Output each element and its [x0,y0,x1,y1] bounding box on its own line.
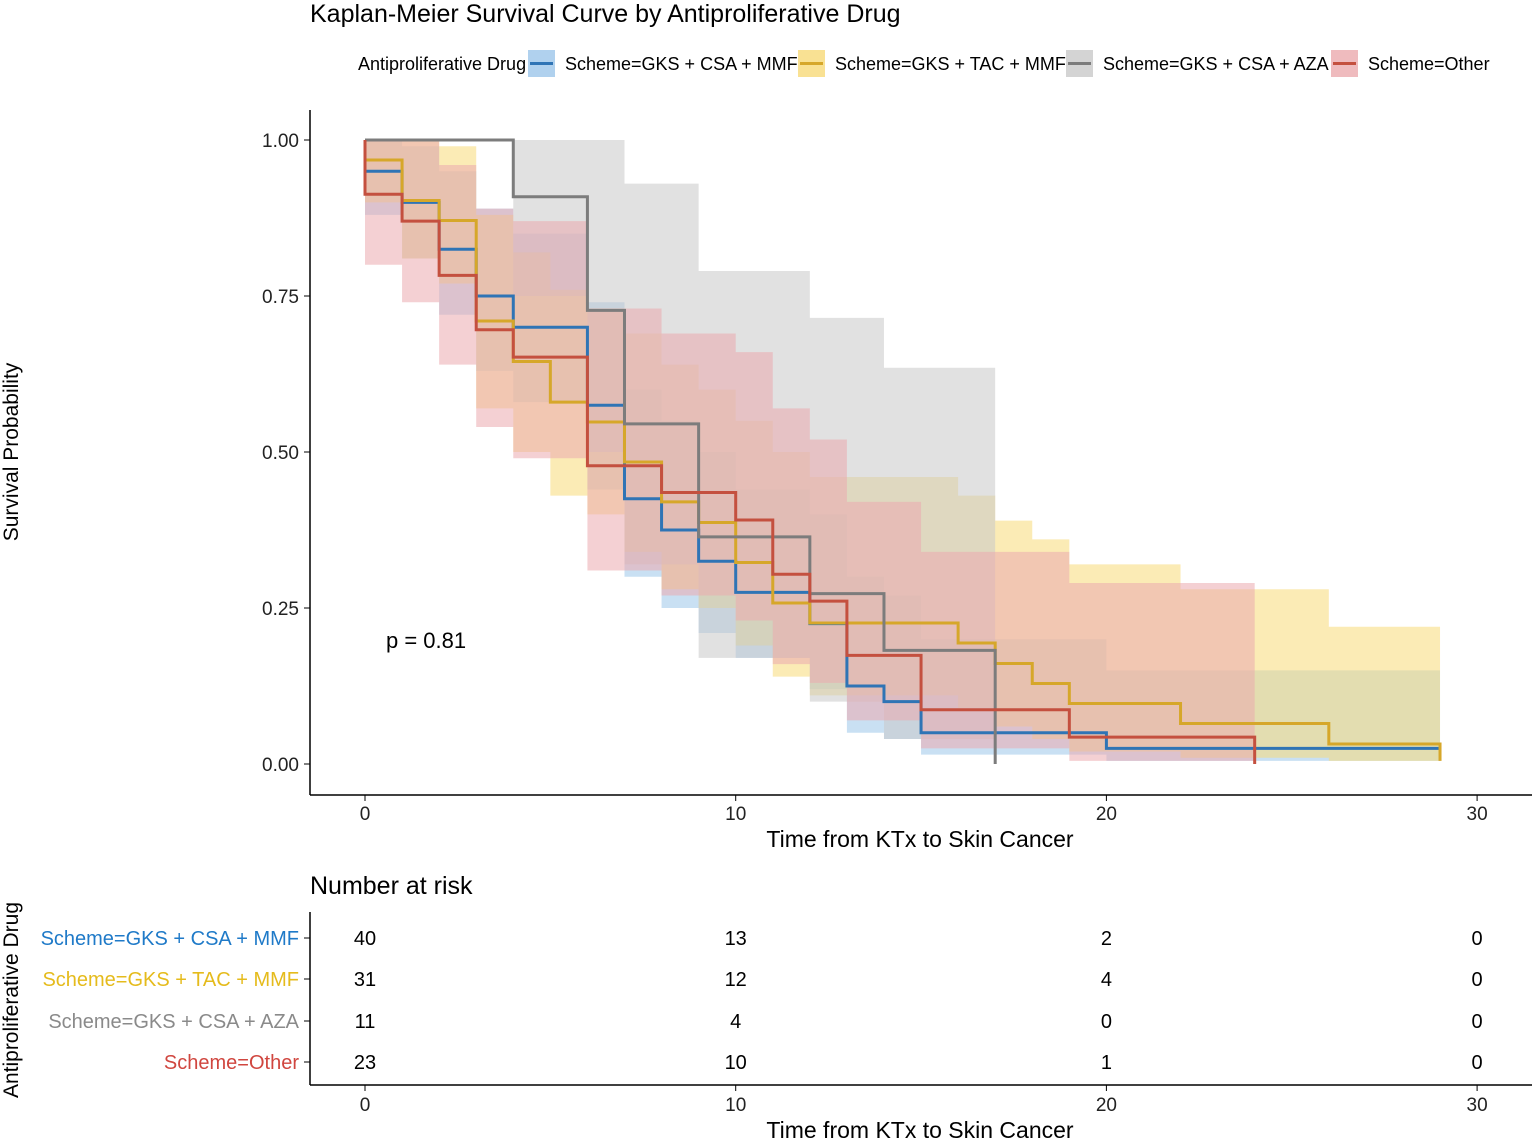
survival-curves [363,138,1442,764]
risk-count: 2 [1101,928,1112,950]
confidence-bands [365,140,1441,764]
risk-x-tick-label: 30 [1467,1095,1488,1116]
p-value-annotation: p = 0.81 [386,628,466,653]
risk-count: 4 [730,1011,741,1033]
legend-label: Scheme=GKS + CSA + AZA [1103,54,1329,74]
risk-count: 0 [1472,1052,1483,1074]
risk-x-tick-label: 20 [1096,1095,1117,1116]
risk-x-tick-label: 10 [725,1095,746,1116]
confidence-band [365,140,1255,764]
legend-label: Scheme=Other [1368,54,1490,74]
x-tick-label: 30 [1467,804,1488,825]
risk-count: 12 [725,969,747,991]
risk-row-label: Scheme=Other [164,1052,299,1074]
risk-count: 10 [725,1052,747,1074]
legend: Antiproliferative Drug Scheme=GKS + CSA … [358,50,1490,77]
survival-curve [365,138,997,764]
legend-title: Antiproliferative Drug [358,54,526,74]
risk-row-label: Scheme=GKS + CSA + MMF [41,928,299,950]
survival-curve [363,140,1257,764]
y-tick-label: 0.00 [262,755,299,776]
chart-title: Kaplan-Meier Survival Curve by Antiproli… [310,0,901,28]
x-axis-label: Time from KTx to Skin Cancer [766,826,1074,852]
risk-count: 13 [725,928,747,950]
risk-x-axis-label: Time from KTx to Skin Cancer [766,1117,1074,1140]
risk-count: 11 [355,1011,376,1033]
risk-table-title: Number at risk [310,872,473,900]
y-tick-label: 0.25 [262,599,299,620]
survival-curve [363,140,1442,761]
risk-count: 40 [354,928,376,950]
risk-y-axis-label: Antiproliferative Drug [0,902,23,1098]
y-tick-label: 1.00 [262,131,299,152]
risk-count: 1 [1101,1052,1112,1074]
risk-count: 4 [1101,969,1112,991]
risk-count: 0 [1472,1011,1483,1033]
x-tick-label: 10 [725,804,746,825]
y-axis-label: Survival Probability [0,362,23,541]
y-tick-label: 0.75 [262,287,299,308]
legend-label: Scheme=GKS + TAC + MMF [835,54,1066,74]
risk-x-tick-label: 0 [360,1095,371,1116]
risk-count: 0 [1472,969,1483,991]
risk-count: 0 [1472,928,1483,950]
risk-row-label: Scheme=GKS + CSA + AZA [48,1011,299,1033]
x-tick-label: 20 [1096,804,1117,825]
y-tick-label: 0.50 [262,443,299,464]
axes: 0 10 20 30 0.00 0.25 0.50 0.75 1.00 [262,110,1532,825]
risk-count: 23 [354,1052,376,1074]
risk-count: 31 [354,969,376,991]
legend-label: Scheme=GKS + CSA + MMF [565,54,798,74]
risk-row-label: Scheme=GKS + TAC + MMF [42,969,299,991]
risk-count: 0 [1101,1011,1112,1033]
x-tick-label: 0 [360,804,371,825]
